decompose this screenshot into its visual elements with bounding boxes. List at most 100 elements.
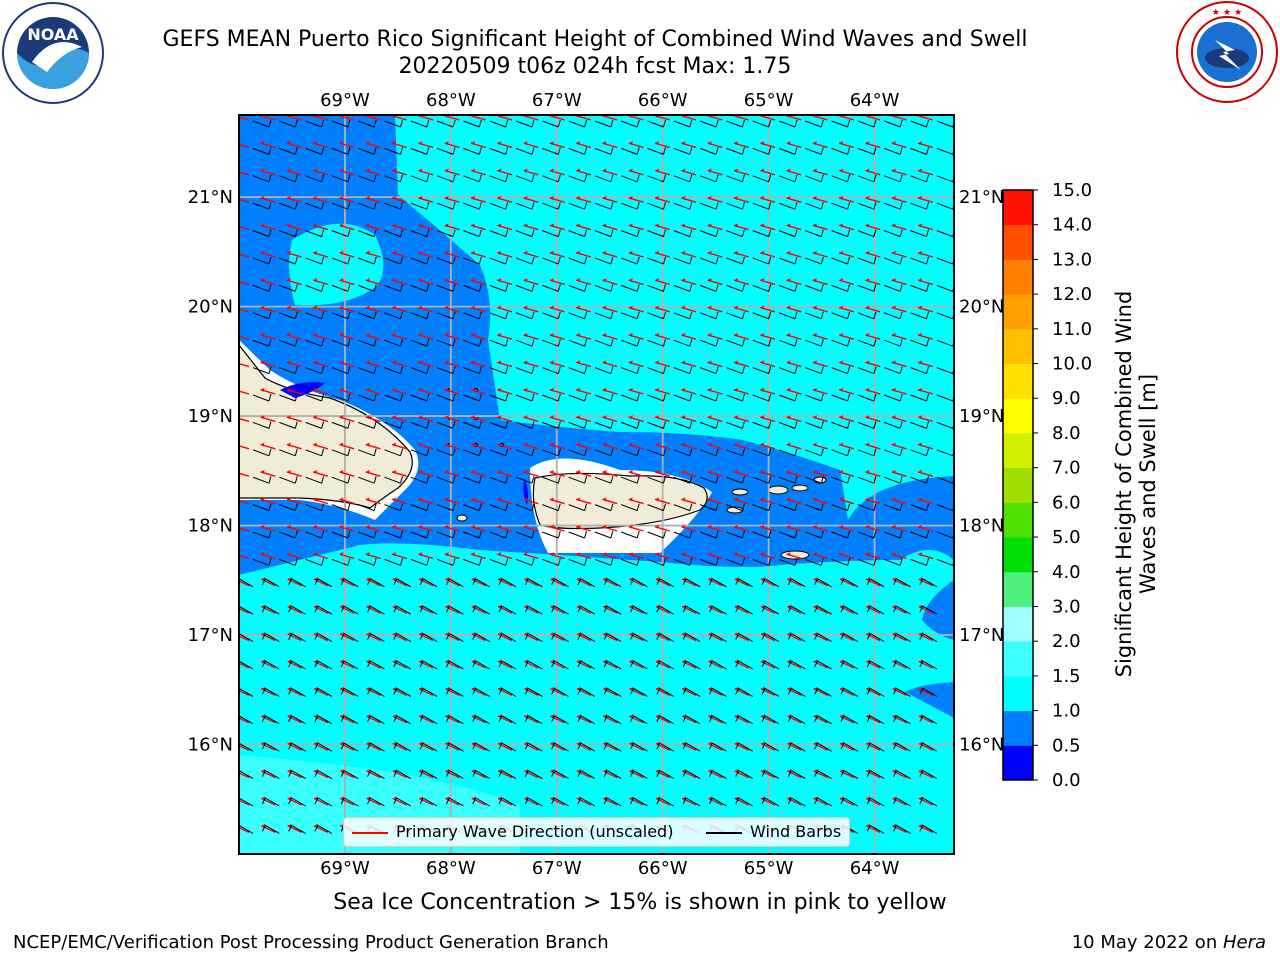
wave-arrowhead: [839, 250, 844, 255]
wind-barb: [910, 147, 927, 155]
wave-arrowhead: [918, 223, 923, 228]
wind-barb-flag: [551, 605, 556, 613]
wind-barb-flag: [768, 476, 772, 484]
wind-barb: [331, 284, 349, 292]
wave-arrowhead: [470, 469, 475, 474]
wind-barb-flag: [919, 742, 924, 750]
wind-barb: [475, 578, 490, 588]
wave-arrow: [239, 662, 250, 669]
wave-arrowhead: [707, 497, 712, 502]
wind-barb: [936, 175, 953, 183]
wave-arrowhead: [839, 387, 844, 392]
wind-barb-flag: [926, 311, 929, 319]
wave-arrowhead: [286, 278, 291, 283]
wind-barb: [764, 797, 780, 807]
wind-barb: [752, 421, 769, 429]
wave-arrowhead: [839, 332, 844, 337]
wave-arrowhead: [286, 195, 291, 200]
wind-barb-flag: [656, 605, 661, 613]
wave-arrowhead: [655, 360, 660, 365]
wind-barb: [805, 257, 822, 265]
wave-arrowhead: [839, 168, 844, 173]
wind-barb-flag: [268, 476, 272, 484]
wave-arrowhead: [418, 415, 423, 420]
wave-arrowhead: [655, 168, 660, 173]
island-3: [813, 476, 827, 484]
wave-arrowhead: [392, 305, 397, 310]
wind-barb: [685, 770, 701, 780]
wave-arrowhead: [392, 415, 397, 420]
wind-barb-flag: [321, 229, 325, 237]
wind-barb: [831, 531, 848, 539]
wave-arrowhead: [444, 195, 449, 200]
wind-barb: [528, 715, 543, 725]
wave-arrowhead: [286, 387, 291, 392]
wind-barb: [869, 770, 885, 780]
wind-barb: [489, 312, 506, 320]
wind-barb: [239, 797, 254, 807]
wind-barb-flag: [787, 715, 792, 723]
wind-barb-flag: [682, 715, 687, 723]
wind-barb-flag: [478, 448, 482, 456]
wind-barb-flag: [761, 770, 766, 777]
wind-barb-flag: [531, 476, 535, 484]
wind-barb: [252, 202, 270, 210]
wind-barb: [857, 175, 875, 183]
wind-barb-flag: [663, 256, 666, 265]
wind-barb-flag: [926, 448, 929, 456]
wind-barb-flag: [498, 742, 503, 750]
wind-barb-flag: [636, 558, 640, 566]
wave-arrowhead: [760, 141, 765, 146]
wind-barb: [791, 715, 806, 725]
wave-arrowhead: [444, 469, 449, 474]
wave-arrow: [239, 225, 250, 231]
wind-barb-flag: [663, 393, 666, 402]
wave-arrowhead: [234, 251, 238, 255]
wind-barb-flag: [419, 605, 424, 613]
wave-arrowhead: [339, 168, 344, 173]
wind-barb: [501, 633, 517, 643]
wind-barb-flag: [452, 174, 456, 182]
wind-barb-flag: [919, 605, 924, 613]
wind-barb: [384, 312, 401, 320]
wind-barb-flag: [735, 633, 740, 640]
wind-barb-flag: [426, 256, 430, 265]
wind-barb: [265, 578, 280, 588]
wind-barb: [896, 742, 911, 752]
wind-barb: [685, 605, 701, 615]
wind-barb: [501, 578, 517, 588]
wind-barb-flag: [636, 256, 640, 265]
wind-barb: [936, 367, 953, 375]
wave-arrowhead: [497, 497, 502, 502]
wind-barb: [805, 175, 822, 183]
wind-barb: [752, 367, 769, 375]
wind-barb-flag: [321, 530, 325, 539]
wind-barb: [384, 284, 401, 292]
wind-barb: [910, 175, 927, 183]
wind-barb-flag: [899, 448, 903, 456]
wave-arrowhead: [313, 497, 318, 502]
wind-barb: [621, 531, 638, 539]
wind-barb: [699, 257, 717, 265]
wind-barb: [291, 605, 306, 615]
wave-arrowhead: [760, 278, 765, 283]
wind-barb: [673, 202, 690, 210]
wave-arrowhead: [760, 442, 765, 447]
wind-barb-flag: [847, 558, 851, 566]
wind-barb-flag: [367, 688, 371, 695]
wave-arrowhead: [918, 469, 923, 474]
wind-barb-flag: [715, 393, 719, 402]
wave-arrowhead: [891, 168, 896, 173]
wave-arrowhead: [681, 497, 686, 502]
wave-arrowhead: [497, 195, 502, 200]
wind-barb-flag: [820, 339, 824, 347]
wind-barb-flag: [715, 119, 719, 128]
wind-barb-flag: [768, 284, 772, 292]
wind-barb-flag: [557, 202, 561, 210]
wind-barb-flag: [715, 503, 719, 511]
wind-barb-flag: [478, 339, 482, 347]
wind-barb: [712, 742, 727, 752]
wind-barb: [869, 605, 885, 615]
wind-barb: [463, 175, 480, 183]
wave-arrowhead: [918, 387, 923, 392]
